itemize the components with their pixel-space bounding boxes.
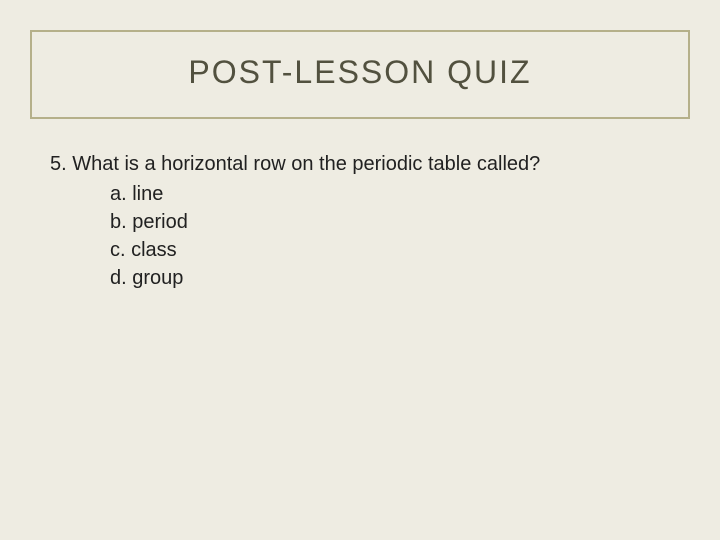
quiz-content: 5. What is a horizontal row on the perio… bbox=[50, 150, 670, 292]
title-container: POST-LESSON QUIZ bbox=[30, 30, 690, 119]
option-a: a. line bbox=[110, 180, 670, 208]
option-b: b. period bbox=[110, 208, 670, 236]
slide-title: POST-LESSON QUIZ bbox=[32, 54, 688, 91]
question-text: 5. What is a horizontal row on the perio… bbox=[50, 150, 670, 178]
option-c: c. class bbox=[110, 236, 670, 264]
option-d: d. group bbox=[110, 264, 670, 292]
options-list: a. line b. period c. class d. group bbox=[110, 180, 670, 292]
